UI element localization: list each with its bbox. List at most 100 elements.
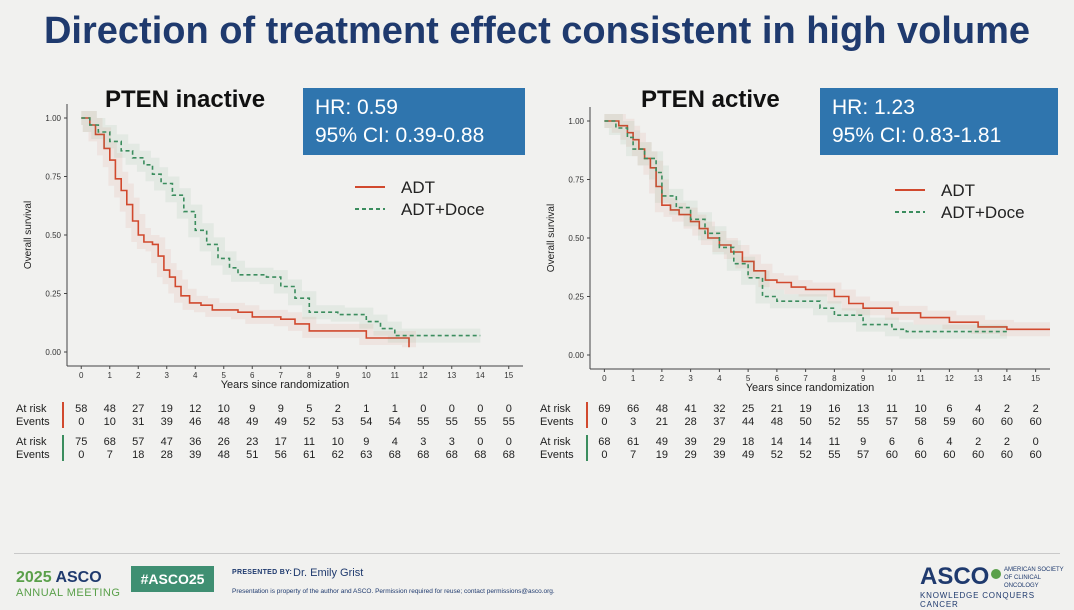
risk-value: 66 (627, 403, 640, 415)
ci-value: 95% CI: 0.83-1.81 (832, 124, 1002, 147)
risk-value: 60 (885, 449, 898, 461)
y-tick-label: 1.00 (45, 114, 61, 123)
risk-value: 51 (246, 449, 259, 461)
y-tick-label: 1.00 (568, 117, 584, 126)
risk-value: 18 (742, 436, 755, 448)
risk-value: 4 (391, 436, 398, 448)
risk-group-marker (586, 435, 588, 461)
risk-value: 52 (828, 416, 841, 428)
hr-box-pten-inactive: HR: 0.59 95% CI: 0.39-0.88 (303, 88, 525, 155)
risk-label-events: Events (16, 416, 50, 428)
x-tick-label: 13 (447, 371, 456, 380)
risk-value: 75 (75, 436, 88, 448)
risk-value: 9 (860, 436, 867, 448)
risk-value: 2 (334, 403, 341, 415)
risk-value: 55 (474, 416, 487, 428)
risk-group-marker (62, 435, 64, 461)
hashtag-badge: #ASCO25 (131, 566, 214, 592)
x-tick-label: 8 (832, 374, 837, 383)
risk-value: 28 (684, 416, 697, 428)
risk-value: 54 (388, 416, 401, 428)
slide-title: Direction of treatment effect consistent… (43, 10, 1030, 52)
meeting-year: 2025 (16, 569, 52, 586)
x-tick-label: 7 (803, 374, 808, 383)
y-tick-label: 0.50 (568, 234, 584, 243)
risk-value: 60 (1000, 449, 1013, 461)
risk-label-at-risk: At risk (16, 436, 47, 448)
risk-value: 49 (274, 416, 287, 428)
risk-value: 47 (160, 436, 173, 448)
risk-value: 49 (655, 436, 668, 448)
y-axis-label: Overall survival (546, 204, 557, 272)
risk-value: 62 (331, 449, 344, 461)
risk-value: 6 (917, 436, 924, 448)
x-tick-label: 1 (631, 374, 636, 383)
risk-value: 6 (888, 436, 895, 448)
risk-value: 60 (1029, 449, 1042, 461)
risk-value: 46 (189, 416, 202, 428)
risk-value: 9 (363, 436, 370, 448)
risk-value: 57 (132, 436, 145, 448)
risk-value: 60 (972, 416, 985, 428)
risk-value: 19 (799, 403, 812, 415)
risk-value: 41 (684, 403, 697, 415)
risk-value: 48 (217, 416, 230, 428)
risk-value: 52 (799, 449, 812, 461)
risk-value: 69 (598, 403, 611, 415)
risk-value: 48 (217, 449, 230, 461)
legend-label: ADT+Doce (401, 200, 485, 219)
risk-value: 31 (132, 416, 145, 428)
risk-value: 60 (914, 449, 927, 461)
risk-value: 5 (306, 403, 313, 415)
risk-value: 10 (331, 436, 344, 448)
risk-value: 2 (1003, 436, 1010, 448)
risk-value: 17 (274, 436, 287, 448)
risk-value: 49 (742, 449, 755, 461)
risk-value: 0 (78, 416, 85, 428)
risk-value: 2 (975, 436, 982, 448)
x-tick-label: 3 (165, 371, 170, 380)
x-axis-label: Years since randomization (746, 382, 875, 394)
risk-value: 0 (477, 403, 484, 415)
risk-value: 0 (505, 403, 512, 415)
series-adt-line (604, 120, 1050, 331)
risk-value: 23 (246, 436, 259, 448)
risk-value: 48 (770, 416, 783, 428)
risk-value: 1 (363, 403, 370, 415)
x-tick-label: 10 (887, 374, 896, 383)
risk-value: 26 (217, 436, 230, 448)
hr-box-pten-active: HR: 1.23 95% CI: 0.83-1.81 (820, 88, 1058, 155)
risk-value: 27 (132, 403, 145, 415)
risk-value: 0 (448, 403, 455, 415)
risk-value: 11 (828, 436, 841, 448)
x-tick-label: 9 (861, 374, 866, 383)
y-tick-label: 0.00 (568, 351, 584, 360)
hr-value: HR: 0.59 (315, 96, 398, 119)
panel-title-pten-inactive: PTEN inactive (105, 86, 266, 113)
risk-group-marker (586, 402, 588, 428)
risk-value: 48 (103, 403, 116, 415)
legend-label: ADT (401, 178, 435, 197)
asco-tagline: KNOWLEDGE CONQUERS CANCER (920, 591, 1035, 609)
risk-value: 21 (770, 403, 783, 415)
meeting-name: ANNUAL MEETING (16, 587, 121, 599)
risk-value: 2 (1032, 403, 1039, 415)
risk-value: 36 (189, 436, 202, 448)
risk-value: 50 (799, 416, 812, 428)
risk-value: 55 (828, 449, 841, 461)
risk-value: 68 (474, 449, 487, 461)
asco-logo-mark-icon (991, 569, 1001, 579)
risk-value: 16 (828, 403, 841, 415)
risk-value: 14 (799, 436, 812, 448)
risk-value: 32 (713, 403, 726, 415)
x-tick-label: 5 (746, 374, 751, 383)
risk-value: 21 (655, 416, 668, 428)
x-tick-label: 2 (136, 371, 141, 380)
hr-value: HR: 1.23 (832, 96, 915, 119)
meeting-asco: ASCO (55, 569, 102, 586)
risk-value: 18 (132, 449, 145, 461)
x-tick-label: 15 (504, 371, 513, 380)
risk-value: 57 (857, 449, 870, 461)
x-tick-label: 6 (775, 374, 780, 383)
risk-value: 19 (160, 403, 173, 415)
